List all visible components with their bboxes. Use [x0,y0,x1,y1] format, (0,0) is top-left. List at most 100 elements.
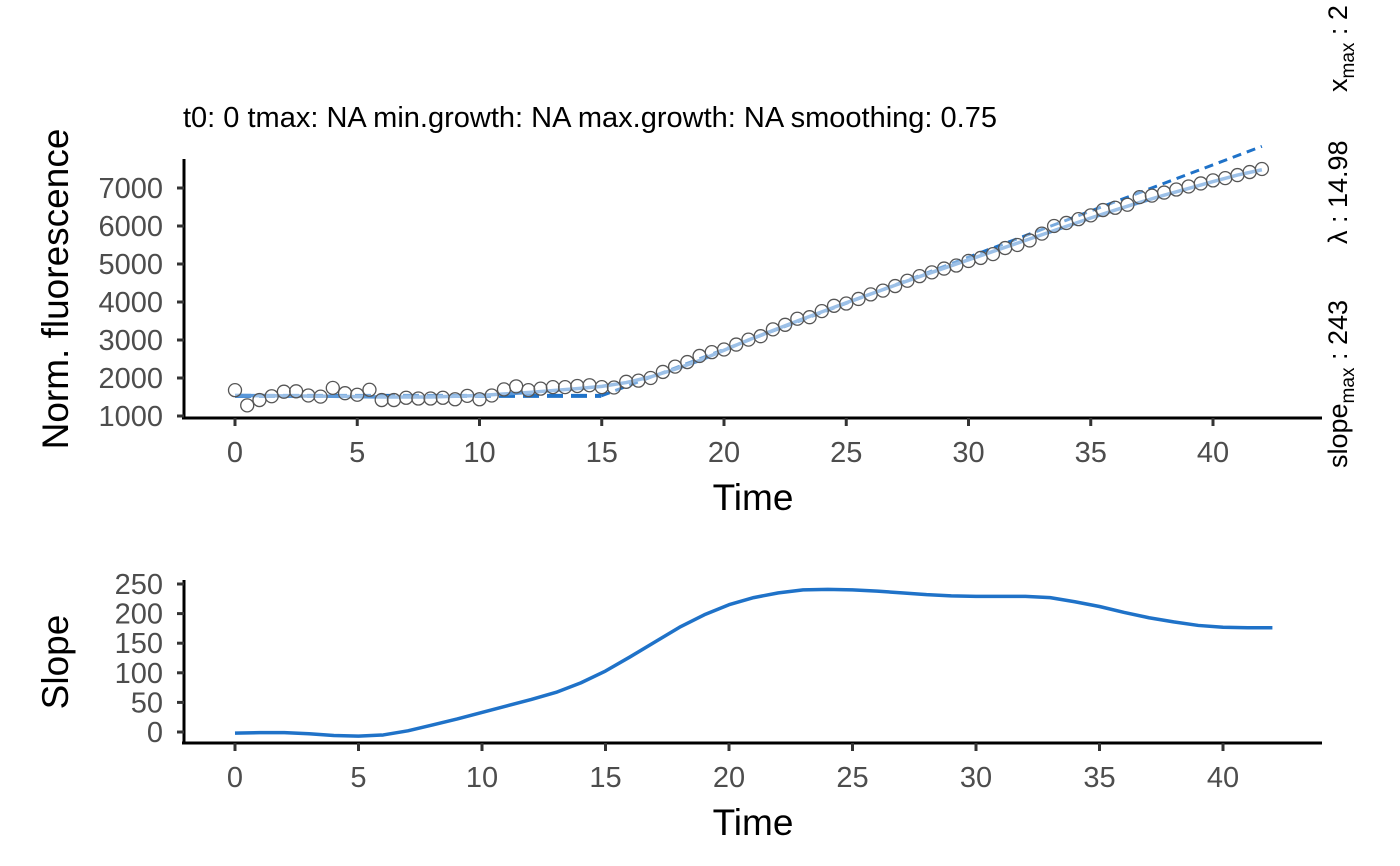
data-point [631,373,646,388]
data-point [1193,176,1208,191]
data-point [1169,182,1184,197]
data-point [1059,215,1074,231]
data-point [1205,173,1221,188]
x-max-label: xmax : 2 [1323,5,1359,92]
data-point [790,311,805,326]
data-point [325,380,340,396]
data-point [337,386,353,401]
top-x-tick-label: 5 [349,437,365,469]
data-point [533,381,548,396]
data-point [1046,218,1062,234]
data-point [1071,212,1086,227]
data-point [398,390,414,405]
x-max-value: : 2 [1323,5,1353,43]
growth-panel: 1000 2000 3000 4000 5000 6000 7000 0 5 10 15 20 25 3… [35,129,1322,518]
bottom-x-tick-label: 30 [960,762,992,794]
bottom-x-tick-label: 10 [466,762,498,794]
data-point [350,387,365,402]
top-y-tick-label: 2000 [98,363,163,395]
side-parameter-labels: slopemax : 243 λ : 14.98 xmax : 2 [1323,5,1359,468]
data-point [667,359,683,374]
bottom-y-tick-label: 0 [147,717,163,749]
data-point [973,250,988,266]
data-point [839,296,854,311]
slope-line [234,587,1273,738]
top-x-tick-label: 0 [227,437,243,469]
top-x-axis-title: Time [713,477,794,518]
data-point [875,283,891,298]
top-x-tick-label: 10 [463,437,495,469]
data-point [496,382,512,397]
bottom-x-tick-label: 5 [350,762,366,794]
bottom-data-marks [234,587,1273,738]
data-point [582,378,597,393]
data-point [655,364,671,380]
top-y-tick-label: 1000 [98,401,163,433]
data-point [961,253,976,269]
slope-max-base: slope [1323,403,1353,468]
top-x-tick-label: 30 [952,437,984,469]
data-point [716,342,732,357]
data-point [949,258,964,273]
data-point [1254,161,1270,177]
data-point [460,388,475,404]
data-point [1022,233,1037,248]
data-point [1132,189,1147,205]
lambda-label: λ : 14.98 [1323,140,1353,244]
data-point [998,240,1013,256]
data-point [521,383,536,398]
bottom-x-tick-label: 40 [1207,762,1239,794]
data-point [1010,237,1025,253]
smooth-fit-line [234,168,1263,399]
top-y-tick-label: 3000 [98,325,163,357]
top-x-tick-label: 40 [1197,437,1229,469]
bottom-x-axis-title: Time [713,802,794,843]
data-point [900,273,915,288]
data-point [472,392,487,407]
slope-max-label: slopemax : 243 [1323,300,1359,468]
data-point [1156,185,1172,200]
data-point [1034,226,1049,241]
data-point [545,379,560,395]
top-x-tick-label: 35 [1075,437,1107,469]
x-max-base: x [1323,78,1353,92]
data-point [447,392,463,407]
top-x-tick-label: 20 [708,437,740,469]
data-point [851,291,866,307]
data-point [411,391,426,406]
data-point [863,287,878,302]
data-point [1230,167,1245,183]
data-point [619,374,634,389]
data-point [435,390,450,405]
data-point [594,379,609,395]
bottom-x-ticks: 0 5 10 15 20 25 30 35 40 [227,743,1239,794]
data-point [276,384,292,399]
data-point [1181,179,1196,194]
top-x-tick-label: 15 [586,437,618,469]
data-point [557,379,573,395]
bottom-x-tick-label: 35 [1083,762,1115,794]
bottom-y-axis-title: Slope [35,615,76,710]
top-y-ticks: 1000 2000 3000 4000 5000 6000 7000 [98,173,184,433]
data-point [777,317,793,332]
bottom-y-tick-label: 150 [115,628,163,660]
top-data-marks [227,144,1270,413]
data-point [729,337,744,352]
data-point [423,391,438,406]
data-point [765,322,781,337]
data-point [313,389,328,404]
bottom-y-tick-label: 100 [115,658,163,690]
top-y-tick-label: 4000 [98,287,163,319]
bottom-x-tick-label: 20 [713,762,745,794]
data-point [680,354,695,370]
data-point [692,348,707,364]
data-point [288,384,304,399]
data-point [888,278,903,294]
data-point [802,310,817,325]
top-x-tick-label: 25 [830,437,862,469]
data-point [570,378,585,394]
data-point [826,298,842,313]
data-point [1095,202,1111,218]
